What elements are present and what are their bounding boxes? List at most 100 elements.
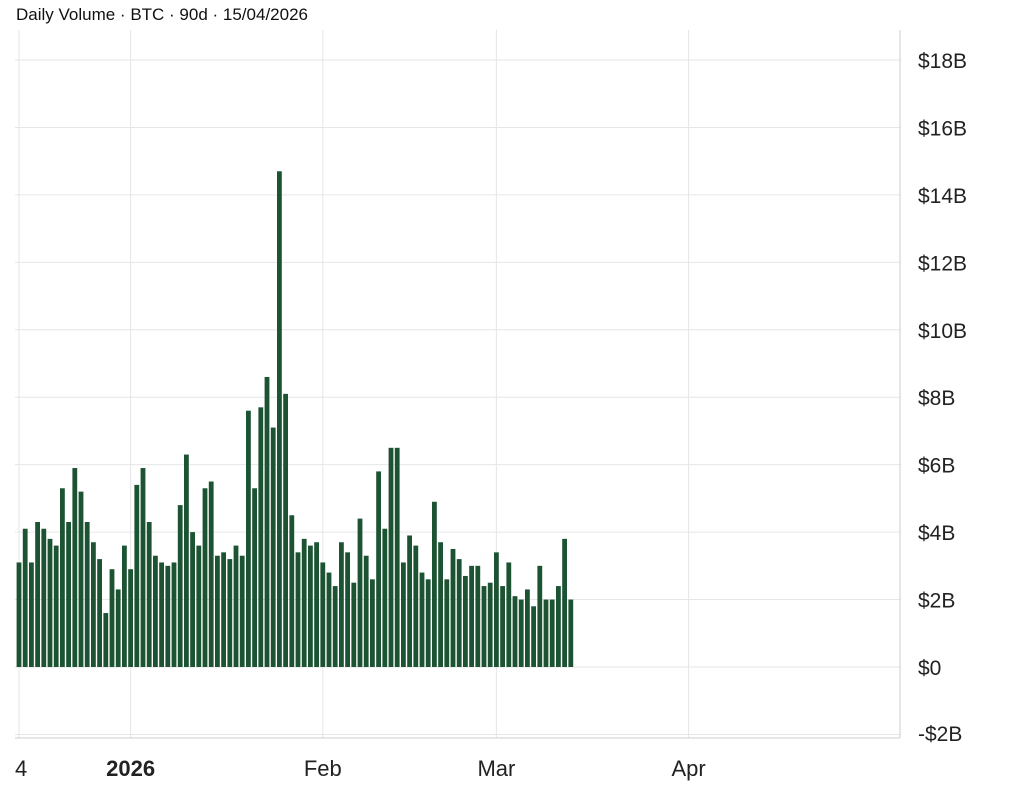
volume-bar — [512, 596, 518, 667]
x-tick-label: 2026 — [106, 756, 155, 781]
volume-bar — [301, 538, 307, 667]
volume-bar — [190, 532, 195, 667]
volume-bar — [401, 562, 406, 667]
y-tick-label: $12B — [918, 252, 967, 275]
volume-bar — [47, 538, 53, 667]
volume-bar — [438, 542, 443, 667]
volume-bar — [60, 488, 65, 667]
volume-bar — [456, 559, 462, 667]
volume-bar — [233, 545, 239, 667]
x-tick-label: Feb — [304, 756, 342, 781]
y-tick-label: $14B — [918, 185, 967, 208]
volume-bar — [444, 579, 450, 667]
volume-bar — [549, 599, 555, 667]
y-tick-label: $8B — [918, 387, 955, 410]
volume-bar — [258, 407, 264, 667]
volume-bar — [289, 515, 295, 667]
volume-bar — [202, 488, 208, 667]
volume-bar — [394, 447, 400, 667]
y-tick-label: $2B — [918, 590, 955, 613]
volume-bar — [357, 518, 363, 667]
volume-bar — [246, 410, 251, 667]
volume-bar — [29, 562, 34, 667]
x-tick-label: Mar — [477, 756, 515, 781]
volume-bar — [165, 565, 171, 667]
volume-bar — [518, 599, 524, 667]
edge-mask — [0, 739, 15, 740]
volume-bar — [171, 562, 177, 667]
volume-bar — [184, 454, 189, 667]
volume-bar — [463, 575, 468, 667]
x-tick-label: Apr — [671, 756, 705, 781]
volume-bar — [562, 538, 567, 667]
volume-bar — [128, 569, 133, 667]
volume-bar — [270, 427, 276, 667]
volume-bar — [363, 555, 369, 667]
chart-title: Daily Volume · BTC · 90d · 15/04/2026 — [16, 5, 308, 24]
volume-bar — [221, 552, 226, 667]
volume-bar — [177, 505, 183, 667]
volume-bar — [314, 542, 319, 667]
volume-bar — [115, 589, 121, 667]
volume-bar — [239, 555, 245, 667]
y-tick-label: $10B — [918, 320, 967, 343]
volume-bar — [531, 606, 536, 667]
volume-bar — [53, 545, 59, 667]
volume-bar — [432, 501, 437, 667]
volume-bar — [122, 545, 127, 667]
volume-bar — [109, 569, 115, 667]
volume-bar — [16, 562, 22, 667]
volume-bar — [450, 548, 456, 667]
volume-bar — [66, 521, 71, 667]
x-tick-label: 4 — [15, 756, 27, 781]
volume-bar — [295, 552, 301, 667]
volume-bar — [326, 572, 332, 667]
volume-bar — [308, 545, 313, 667]
volume-bar — [537, 565, 543, 667]
volume-bar — [525, 589, 530, 667]
volume-bar — [475, 565, 481, 667]
y-tick-label: -$2B — [918, 723, 962, 746]
volume-bar — [425, 579, 431, 667]
volume-bar — [277, 171, 282, 667]
volume-bar — [252, 488, 257, 667]
volume-bar — [419, 572, 425, 667]
volume-bar — [78, 491, 84, 667]
volume-bar — [494, 552, 499, 667]
volume-bar — [487, 582, 493, 667]
y-tick-label: $6B — [918, 455, 955, 478]
volume-bar — [196, 545, 202, 667]
volume-bar — [568, 599, 574, 667]
volume-bar — [320, 562, 326, 667]
volume-bar — [84, 521, 90, 667]
volume-bar — [283, 393, 288, 667]
volume-bar — [407, 535, 412, 667]
volume-bar — [97, 559, 102, 667]
volume-bar — [227, 559, 233, 667]
volume-bar — [339, 542, 344, 667]
volume-bar — [506, 562, 512, 667]
volume-bar — [140, 468, 146, 667]
volume-bar — [134, 484, 140, 667]
volume-bar — [388, 447, 394, 667]
volume-bar — [146, 521, 152, 667]
volume-bar — [500, 586, 505, 667]
volume-bar — [153, 555, 158, 667]
volume-bar — [376, 471, 381, 667]
volume-bar — [91, 542, 96, 667]
volume-bar — [556, 586, 561, 667]
volume-bar — [351, 582, 357, 667]
volume-bar — [103, 613, 109, 667]
volume-bar — [543, 599, 549, 667]
volume-bar — [22, 528, 28, 667]
volume-bar — [370, 579, 375, 667]
volume-bar — [469, 565, 474, 667]
volume-bar — [413, 545, 419, 667]
volume-bar — [35, 521, 40, 667]
volume-bar — [264, 376, 270, 667]
volume-bar — [41, 528, 47, 667]
volume-bar — [382, 528, 388, 667]
volume-bar — [332, 586, 338, 667]
volume-bar — [215, 555, 220, 667]
